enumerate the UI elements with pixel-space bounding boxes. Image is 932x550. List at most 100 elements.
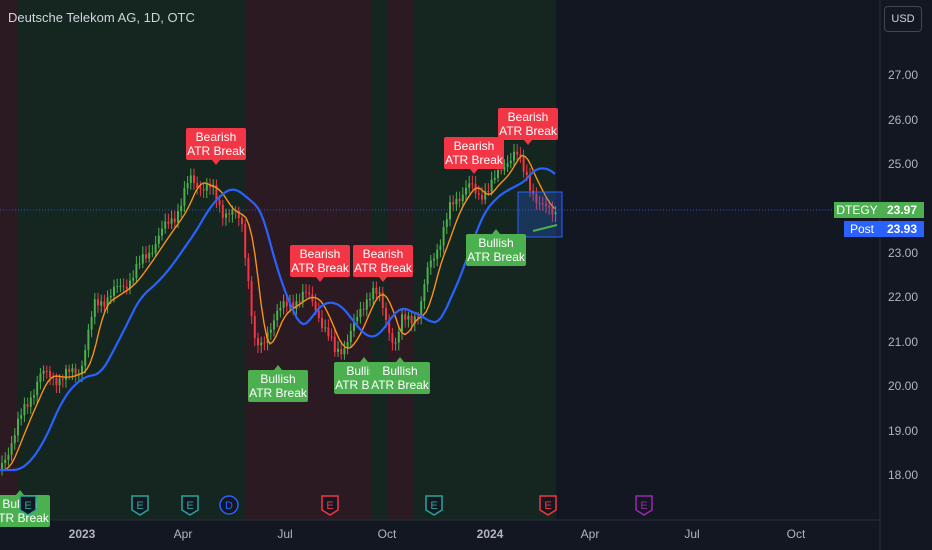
earnings-event-icon[interactable]: E: [539, 495, 557, 516]
candle-body: [401, 314, 403, 332]
trend-line[interactable]: [532, 224, 558, 232]
candle-body: [7, 454, 10, 460]
candle-body: [93, 299, 96, 318]
time-tick: Apr: [581, 527, 600, 541]
signal-label-line2: ATR Break: [445, 153, 504, 167]
last-price-symbol: DTEGY: [836, 203, 877, 217]
time-tick: 2023: [69, 527, 96, 541]
candle-body: [365, 299, 368, 310]
candle-body: [442, 226, 445, 246]
time-tick: Jul: [684, 527, 699, 541]
candle-body: [305, 291, 307, 293]
candle-body: [170, 218, 173, 224]
svg-text:E: E: [186, 500, 193, 512]
candle-body: [404, 314, 407, 320]
candle-body: [353, 321, 355, 331]
candle-body: [132, 277, 135, 281]
post-price-value: 23.93: [887, 222, 917, 236]
candle-body: [394, 342, 397, 344]
candle-body: [410, 315, 413, 324]
candle-body: [154, 243, 157, 253]
candle-body: [237, 210, 240, 219]
post-price-tag: Post 23.93: [844, 221, 924, 237]
candle-body: [199, 187, 202, 190]
candle-body: [497, 170, 499, 178]
price-tick: 27.00: [888, 68, 918, 82]
candle-body: [481, 194, 483, 200]
candle-body: [519, 154, 522, 158]
candle-body: [295, 301, 298, 309]
chart-title: Deutsche Telekom AG, 1D, OTC: [8, 10, 195, 25]
candle-body: [375, 287, 378, 294]
candle-body: [257, 338, 259, 346]
candle-body: [186, 183, 189, 189]
candle-body: [407, 315, 410, 320]
candle-body: [279, 307, 282, 311]
candle-body: [429, 260, 432, 268]
candle-body: [369, 299, 371, 301]
earnings-event-icon[interactable]: E: [131, 495, 149, 516]
fast-ma-line: [0, 154, 556, 471]
candle-body: [193, 175, 195, 184]
earnings-event-icon[interactable]: D: [219, 495, 239, 515]
candle-body: [327, 327, 330, 337]
signal-label-line2: ATR Break: [354, 261, 413, 275]
candle-body: [161, 228, 163, 236]
candle-body: [58, 378, 61, 386]
time-tick: 2024: [477, 527, 504, 541]
candle-body: [97, 299, 99, 306]
signal-label-line2: ATR Break: [187, 144, 246, 158]
candle-body: [122, 285, 125, 287]
candle-body: [109, 295, 112, 298]
time-tick: Jul: [277, 527, 292, 541]
candle-body: [433, 258, 435, 261]
candle-body: [39, 373, 42, 382]
last-price-value: 23.97: [887, 203, 917, 217]
earnings-event-icon[interactable]: E: [635, 495, 653, 516]
candle-body: [548, 206, 551, 208]
candle-body: [244, 224, 247, 259]
candle-body: [45, 370, 48, 372]
currency-selector[interactable]: USD: [884, 6, 922, 32]
price-tick: 21.00: [888, 335, 918, 349]
candle-body: [253, 316, 256, 339]
candle-body: [141, 254, 144, 264]
signal-label-line1: Bearish: [363, 247, 404, 261]
slow-ma-line: [0, 167, 556, 472]
svg-text:E: E: [430, 500, 437, 512]
candle-body: [218, 200, 221, 205]
signal-label-line1: Bearish: [196, 130, 237, 144]
candle-body: [458, 198, 461, 202]
price-tick: 25.00: [888, 157, 918, 171]
candle-body: [106, 297, 109, 307]
candle-body: [535, 194, 538, 203]
candle-body: [29, 397, 32, 407]
earnings-event-icon[interactable]: E: [321, 495, 339, 516]
price-tick: 22.00: [888, 290, 918, 304]
candle-body: [445, 219, 448, 227]
time-tick: Oct: [787, 527, 806, 541]
last-price-tag: DTEGY 23.97: [834, 202, 924, 218]
candle-body: [10, 443, 13, 455]
candle-body: [413, 316, 416, 324]
candle-body: [541, 203, 544, 205]
candle-body: [509, 160, 512, 164]
candle-body: [84, 349, 87, 366]
candle-body: [65, 368, 67, 380]
earnings-event-icon[interactable]: E: [425, 495, 443, 516]
candle-body: [202, 189, 205, 191]
signal-label-line2: ATR Break: [371, 378, 430, 392]
earnings-event-icon[interactable]: E: [19, 495, 37, 516]
time-tick: Apr: [174, 527, 193, 541]
candle-body: [196, 183, 199, 188]
candle-body: [356, 317, 359, 322]
candle-body: [452, 202, 455, 205]
candle-body: [292, 302, 295, 309]
candle-body: [42, 370, 45, 374]
earnings-event-icon[interactable]: E: [181, 495, 199, 516]
candle-body: [164, 221, 167, 229]
